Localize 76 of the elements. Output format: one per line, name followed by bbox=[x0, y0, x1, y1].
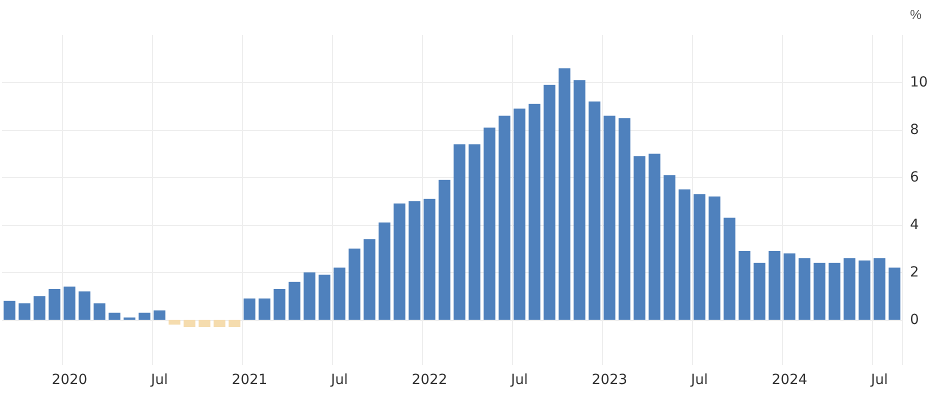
bar bbox=[394, 204, 406, 320]
bar bbox=[708, 196, 720, 320]
bar bbox=[634, 156, 646, 320]
bar bbox=[888, 268, 900, 320]
bar bbox=[604, 116, 616, 320]
bar bbox=[4, 300, 16, 320]
bar bbox=[48, 289, 60, 320]
y-axis-title: % bbox=[910, 7, 922, 22]
bar bbox=[408, 201, 420, 320]
bar bbox=[828, 262, 840, 320]
bar bbox=[784, 253, 796, 320]
y-tick-label: 8 bbox=[910, 122, 919, 138]
bar bbox=[154, 310, 166, 320]
bar bbox=[874, 258, 886, 320]
bar bbox=[724, 218, 736, 320]
x-tick-label: Jul bbox=[870, 372, 888, 388]
bar bbox=[588, 101, 600, 320]
x-tick-label: Jul bbox=[510, 372, 528, 388]
bar bbox=[438, 180, 450, 320]
bar bbox=[858, 260, 870, 320]
bar bbox=[288, 282, 300, 320]
bar bbox=[814, 262, 826, 320]
y-tick-label: 0 bbox=[910, 312, 919, 328]
bar bbox=[258, 298, 270, 320]
x-tick-label: 2023 bbox=[592, 372, 628, 388]
x-tick-label: 2020 bbox=[52, 372, 88, 388]
x-tick-label: 2022 bbox=[412, 372, 448, 388]
x-tick-label: Jul bbox=[150, 372, 168, 388]
bar bbox=[754, 262, 766, 320]
bar bbox=[544, 84, 556, 320]
bar bbox=[138, 312, 150, 320]
bar bbox=[468, 144, 480, 320]
bar bbox=[844, 258, 856, 320]
bar bbox=[664, 175, 676, 320]
x-tick-label: 2021 bbox=[232, 372, 268, 388]
bar bbox=[454, 144, 466, 320]
y-tick-label: 10 bbox=[910, 74, 928, 90]
bar bbox=[274, 289, 286, 320]
x-tick-label: Jul bbox=[330, 372, 348, 388]
bar bbox=[738, 251, 750, 320]
x-tick-label: 2024 bbox=[772, 372, 808, 388]
y-tick-label: 2 bbox=[910, 264, 919, 280]
bar bbox=[198, 320, 210, 328]
bar bbox=[798, 258, 810, 320]
bar bbox=[364, 239, 376, 320]
y-tick-label: 4 bbox=[910, 216, 919, 233]
bar bbox=[648, 154, 660, 320]
bar bbox=[94, 303, 106, 320]
bar bbox=[18, 303, 30, 320]
bar bbox=[424, 198, 436, 320]
bar bbox=[168, 320, 180, 325]
bar bbox=[214, 320, 226, 328]
bar bbox=[514, 108, 526, 320]
bar bbox=[318, 274, 330, 320]
bar bbox=[34, 296, 46, 320]
bar bbox=[108, 312, 120, 320]
bar bbox=[78, 291, 90, 320]
bar bbox=[378, 222, 390, 320]
bar bbox=[768, 251, 780, 320]
bar bbox=[484, 128, 496, 320]
x-tick-label: Jul bbox=[690, 372, 708, 388]
bar bbox=[618, 118, 630, 320]
bar bbox=[228, 320, 240, 328]
y-tick-label: 6 bbox=[910, 169, 919, 186]
bar bbox=[678, 189, 690, 320]
bar bbox=[694, 194, 706, 320]
bar bbox=[304, 272, 316, 320]
bar bbox=[558, 68, 570, 320]
bar bbox=[574, 80, 586, 320]
bar bbox=[348, 248, 360, 320]
bar bbox=[184, 320, 196, 328]
bar bbox=[528, 104, 540, 320]
bar bbox=[244, 298, 256, 320]
bar bbox=[334, 268, 346, 320]
bar bbox=[498, 116, 510, 320]
bar bbox=[64, 286, 76, 320]
